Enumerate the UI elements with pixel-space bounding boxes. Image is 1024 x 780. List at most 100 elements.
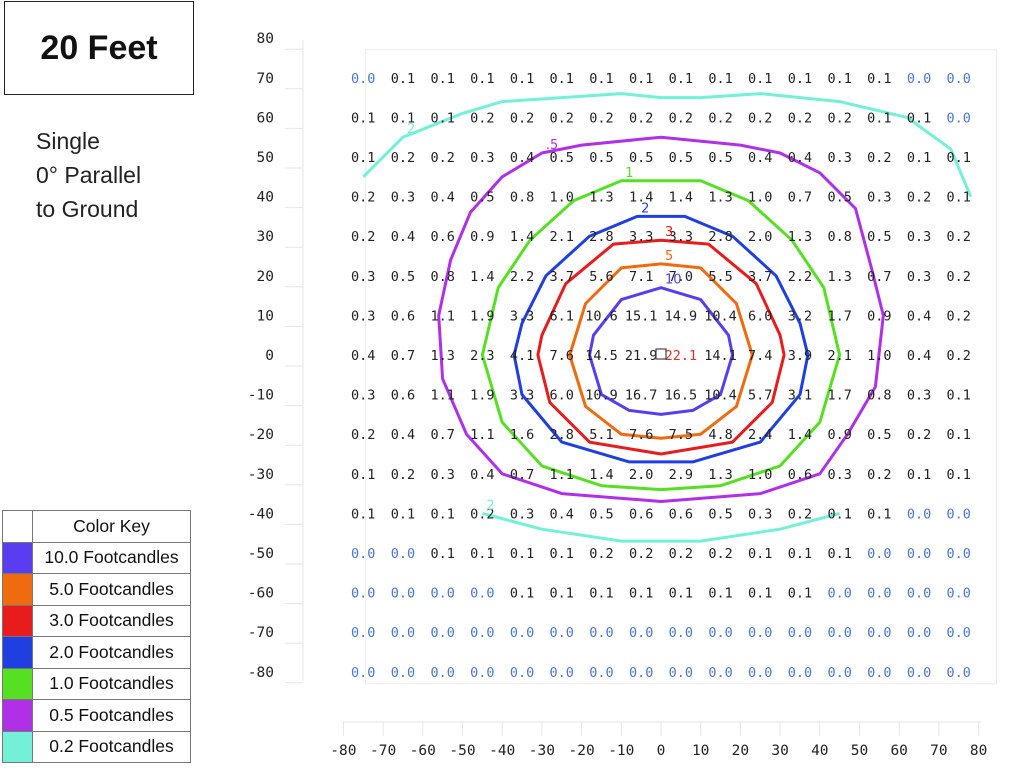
cell-value: 0.0 <box>351 625 375 641</box>
cell-value: 0.4 <box>351 348 375 364</box>
cell-value: 0.5 <box>589 150 613 166</box>
y-tick-label: 80 <box>257 31 274 47</box>
cell-value: 3.9 <box>788 348 812 364</box>
cell-value: 0.2 <box>748 110 772 126</box>
cell-value: 0.0 <box>907 665 931 681</box>
cell-value: 0.7 <box>867 269 891 285</box>
cell-value: 0.0 <box>907 506 931 522</box>
cell-value: 7.5 <box>669 427 693 443</box>
cell-value: 0.1 <box>510 546 534 562</box>
cell-value: 0.0 <box>669 625 693 641</box>
title-box: 20 Feet <box>4 1 194 95</box>
cell-value: 1.1 <box>550 467 574 483</box>
contour-label: 10 <box>665 273 682 288</box>
cell-value: 0.1 <box>550 586 574 602</box>
y-tick-label: 60 <box>257 110 274 126</box>
cell-value: 21.9 <box>625 348 658 364</box>
cell-value: 0.1 <box>947 427 971 443</box>
x-tick-label: 0 <box>657 743 666 759</box>
x-tick-label: -30 <box>529 743 555 759</box>
cell-value: 0.0 <box>788 665 812 681</box>
y-tick-label: 10 <box>257 308 274 324</box>
cell-value: 2.3 <box>470 348 494 364</box>
y-tick-label: -30 <box>248 467 274 483</box>
cell-value: 3.3 <box>510 308 534 324</box>
cell-value: 0.0 <box>867 546 891 562</box>
cell-value: 0.2 <box>947 269 971 285</box>
cell-value: 7.0 <box>669 269 693 285</box>
contour-label: 2 <box>407 122 415 137</box>
cell-value: 1.1 <box>430 388 454 404</box>
y-tick-label: 30 <box>257 229 274 245</box>
cell-value: 0.1 <box>391 110 415 126</box>
cell-value: 5.5 <box>708 269 732 285</box>
contour-label: 2 <box>486 498 494 513</box>
x-tick-label: 10 <box>692 743 709 759</box>
cell-value: 1.0 <box>748 190 772 206</box>
cell-value: 0.3 <box>351 308 375 324</box>
cell-value: 0.2 <box>510 110 534 126</box>
cell-value: 0.5 <box>708 150 732 166</box>
cell-value: 0.6 <box>629 506 653 522</box>
legend-label: 3.0 Footcandles <box>32 604 191 637</box>
cell-value: 0.1 <box>867 71 891 87</box>
x-tick-label: 50 <box>851 743 868 759</box>
cell-value: 10.4 <box>704 308 737 324</box>
cell-value: 1.7 <box>827 388 851 404</box>
legend-swatch <box>2 636 33 669</box>
cell-value: 0.5 <box>550 150 574 166</box>
cell-value: 0.1 <box>351 110 375 126</box>
cell-value: 1.3 <box>708 467 732 483</box>
cell-value: 0.4 <box>907 348 931 364</box>
contour-label: 3 <box>665 225 673 240</box>
cell-value: 1.0 <box>550 190 574 206</box>
cell-value: 0.9 <box>867 308 891 324</box>
cell-value: 0.2 <box>470 506 494 522</box>
cell-value: 2.8 <box>550 427 574 443</box>
y-tick-label: -80 <box>248 665 274 681</box>
cell-value: 3.1 <box>788 388 812 404</box>
cell-value: 0.7 <box>788 190 812 206</box>
cell-value: 0.2 <box>669 546 693 562</box>
cell-value: 2.9 <box>669 467 693 483</box>
y-tick-label: 50 <box>257 150 274 166</box>
cell-value: 0.5 <box>669 150 693 166</box>
contour-5 <box>568 262 754 440</box>
cell-value: 0.1 <box>510 586 534 602</box>
legend-swatch <box>2 730 33 763</box>
cell-value: 0.1 <box>947 190 971 206</box>
x-tick-label: -70 <box>370 743 396 759</box>
cell-value: 3.7 <box>550 269 574 285</box>
cell-value: 0.1 <box>470 71 494 87</box>
cell-value: 0.1 <box>788 71 812 87</box>
cell-value: 6.0 <box>748 308 772 324</box>
contour-1 <box>480 179 842 492</box>
cell-value: 0.3 <box>907 388 931 404</box>
cell-value: 14.1 <box>704 348 737 364</box>
cell-value: 0.0 <box>947 110 971 126</box>
cell-value: 0.0 <box>351 71 375 87</box>
legend-swatch <box>2 573 33 606</box>
cell-value: 2.2 <box>510 269 534 285</box>
cell-value: 1.7 <box>827 308 851 324</box>
x-tick-label: 30 <box>771 743 788 759</box>
cell-value: 0.2 <box>351 229 375 245</box>
description-line-3: to Ground <box>36 196 139 222</box>
x-tick-label: -20 <box>568 743 594 759</box>
cell-value: 1.4 <box>510 229 534 245</box>
cell-value: 0.7 <box>391 348 415 364</box>
cell-value: 0.2 <box>708 110 732 126</box>
y-tick-label: -10 <box>248 388 274 404</box>
cell-value: 0.1 <box>748 71 772 87</box>
cell-value: 0.5 <box>391 269 415 285</box>
cell-value: 0.0 <box>827 665 851 681</box>
cell-value: 0.0 <box>550 665 574 681</box>
cell-value: 0.0 <box>629 625 653 641</box>
cell-value: 0.0 <box>470 665 494 681</box>
cell-value: 1.4 <box>669 190 693 206</box>
cell-value: 0.1 <box>430 71 454 87</box>
cell-value: 0.1 <box>430 110 454 126</box>
legend-header-blank <box>2 510 33 543</box>
legend-swatch <box>2 604 33 637</box>
cell-value: 2.8 <box>589 229 613 245</box>
